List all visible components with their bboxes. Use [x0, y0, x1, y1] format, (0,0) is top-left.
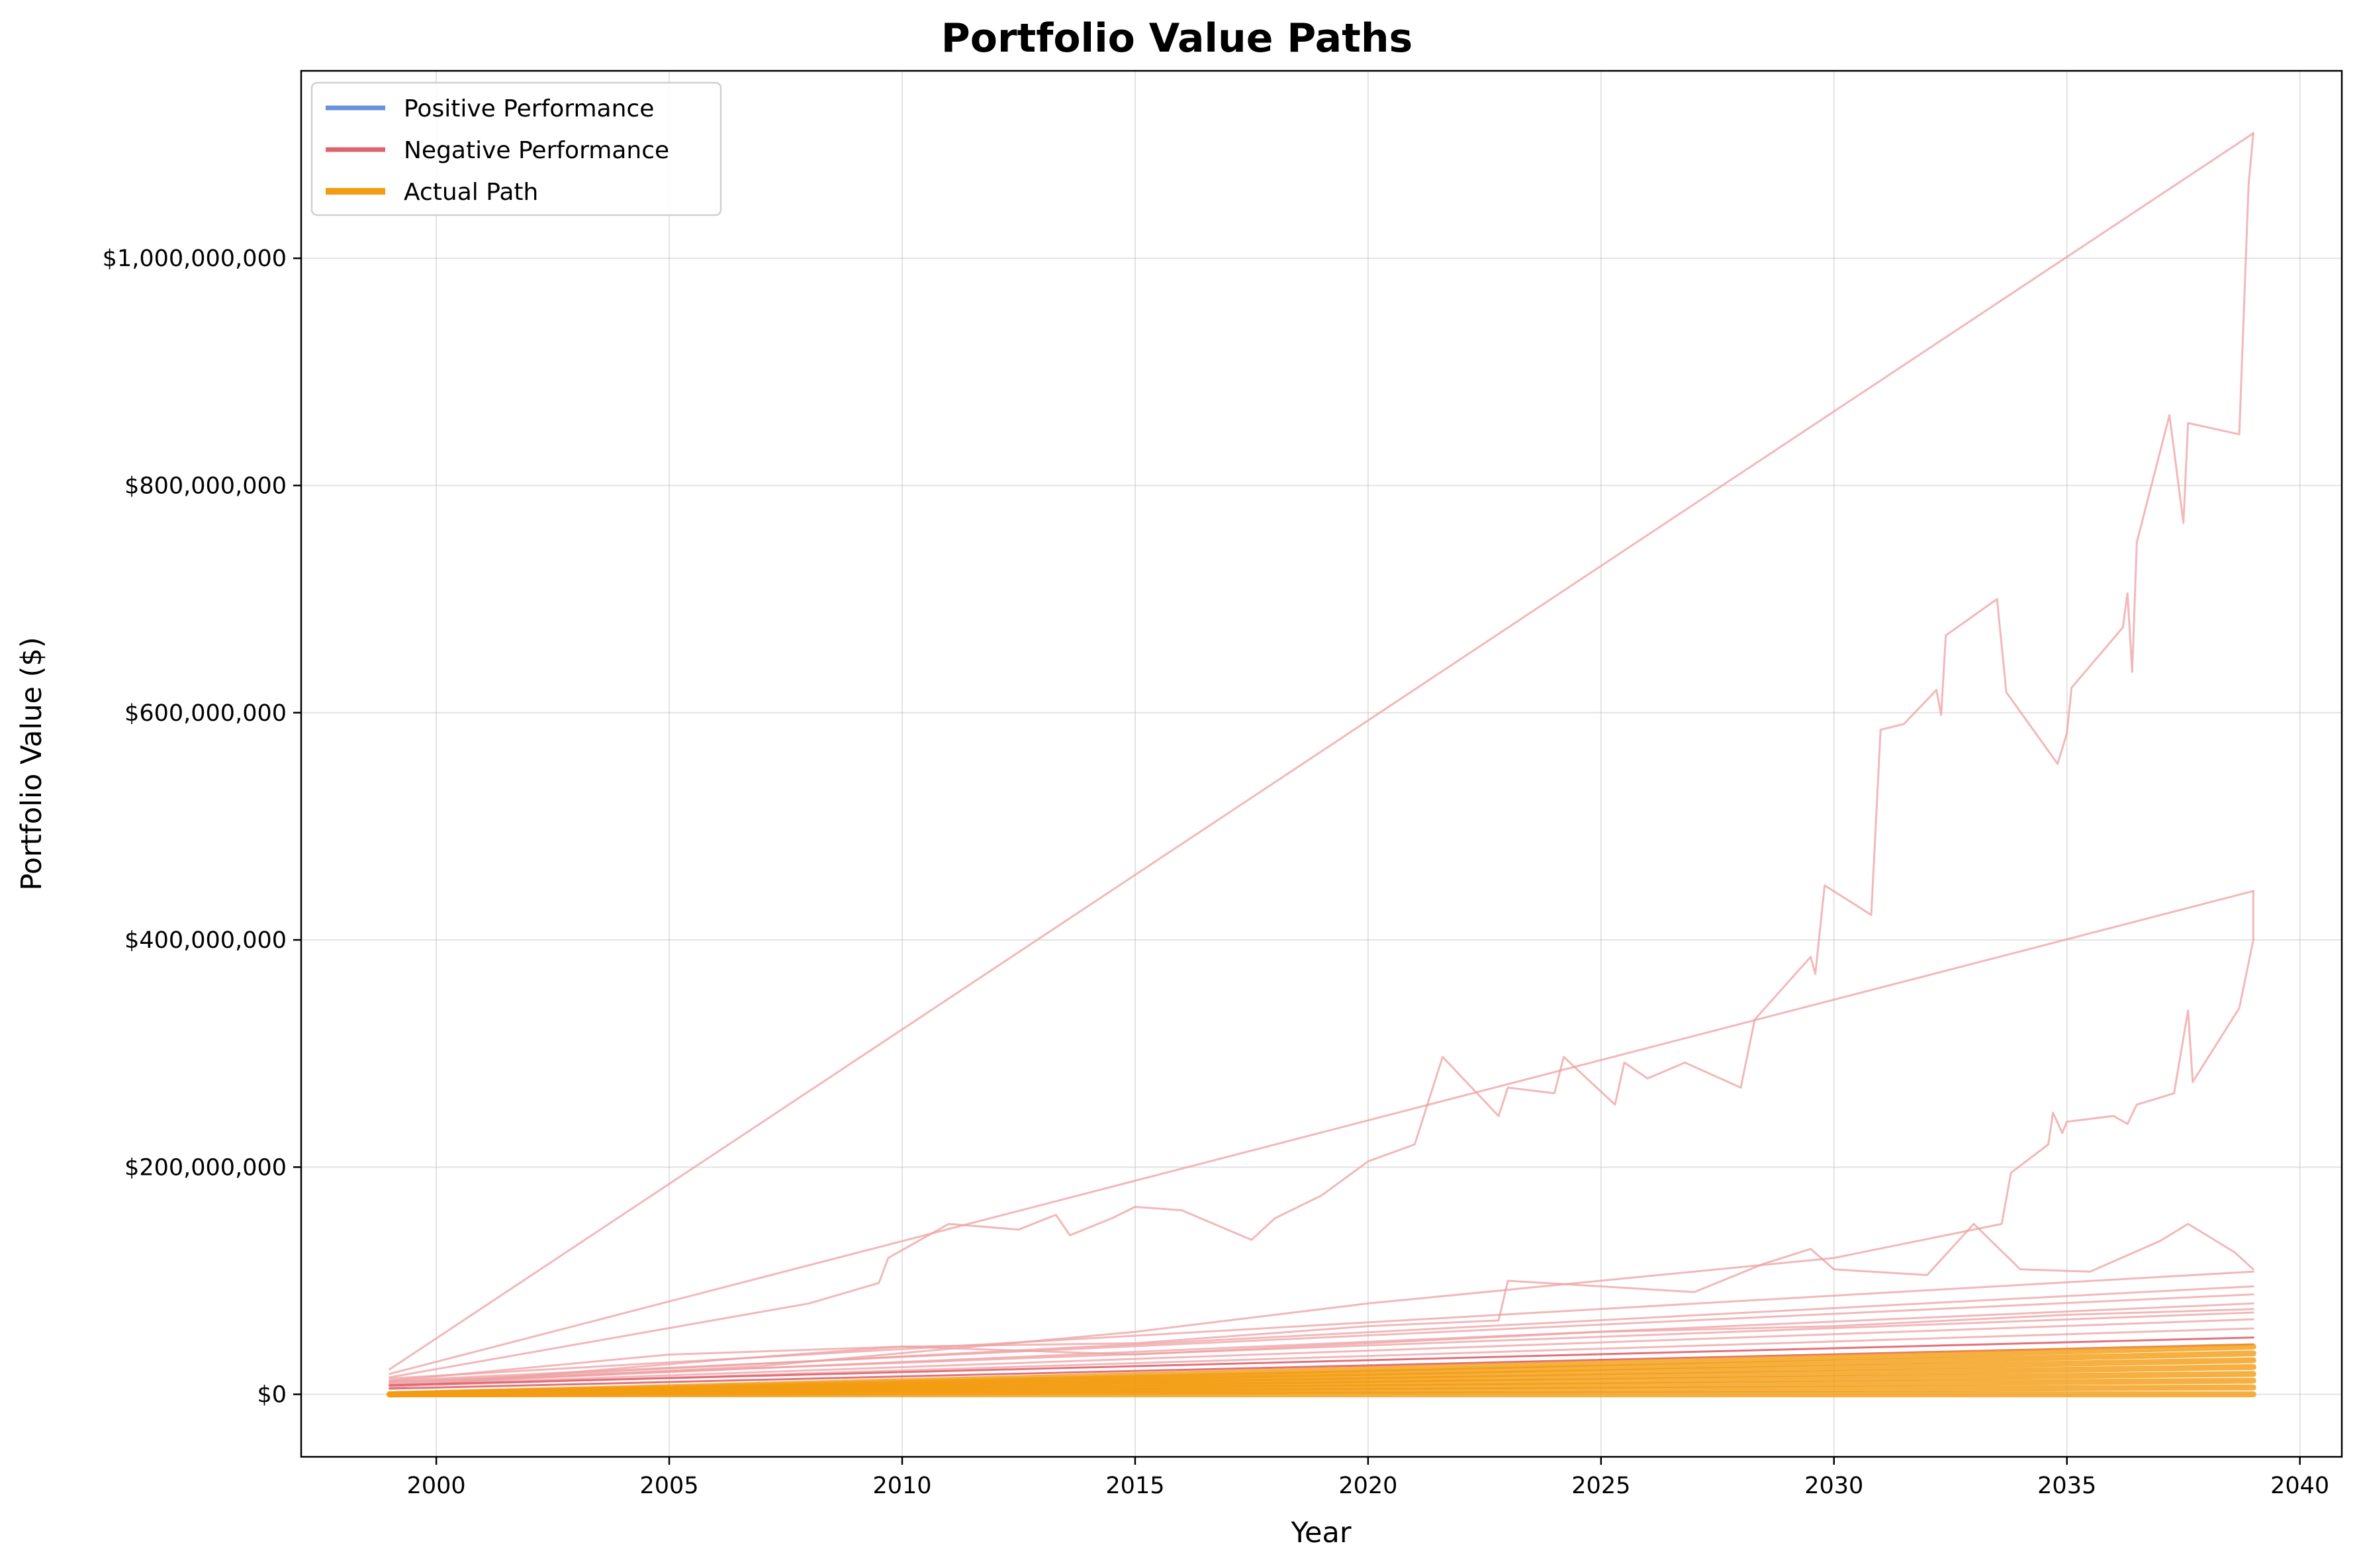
y-tick-label: $200,000,000	[124, 1154, 287, 1181]
x-tick-label: 2015	[1105, 1473, 1164, 1499]
series-line-negative	[389, 1318, 2254, 1387]
legend-label-actual: Actual Path	[404, 179, 538, 206]
legend-box	[310, 81, 722, 216]
y-tick-label: $600,000,000	[124, 700, 287, 727]
series-line-negative	[389, 1293, 2254, 1382]
legend-label-positive: Positive Performance	[404, 95, 654, 122]
x-tick-label: 2025	[1571, 1473, 1630, 1499]
series-line-negative	[389, 132, 2254, 1371]
legend-label-negative: Negative Performance	[404, 137, 669, 164]
series-line-negative	[389, 890, 2254, 1387]
x-tick-label: 2035	[2037, 1473, 2096, 1499]
y-tick-label: $800,000,000	[124, 473, 287, 499]
plot-area	[387, 132, 2256, 1398]
y-tick-label: $400,000,000	[124, 927, 287, 954]
x-tick-label: 2020	[1338, 1473, 1397, 1499]
x-tick-label: 2005	[640, 1473, 699, 1499]
series-line-negative	[389, 132, 2254, 1379]
x-tick-label: 2000	[407, 1473, 466, 1499]
plot-frame	[300, 69, 2343, 1458]
x-tick-label: 2040	[2270, 1473, 2329, 1499]
series-line-negative	[389, 1336, 2254, 1387]
series-line-negative	[389, 1308, 2254, 1389]
legend: Positive Performance Negative Performanc…	[310, 81, 722, 216]
y-tick-label: $1,000,000,000	[103, 246, 287, 272]
y-tick-label: $0	[257, 1382, 287, 1408]
series-line-negative	[389, 1222, 2254, 1382]
x-axis-ticks: 2000 2005 2010 2015 2020 2025 2030 2035 2040	[407, 1457, 2329, 1499]
x-tick-label: 2030	[1804, 1473, 1863, 1499]
y-axis-label: Portfolio Value ($)	[15, 637, 48, 890]
series-line-negative	[389, 1311, 2254, 1383]
series-line-negative	[389, 890, 2254, 1375]
x-axis-label: Year	[1290, 1516, 1351, 1549]
y-axis-ticks: $0 $200,000,000 $400,000,000 $600,000,000 $8…	[103, 246, 301, 1408]
x-tick-label: 2010	[872, 1473, 931, 1499]
chart-title: Portfolio Value Paths	[941, 15, 1413, 62]
series-lines	[387, 132, 2256, 1398]
